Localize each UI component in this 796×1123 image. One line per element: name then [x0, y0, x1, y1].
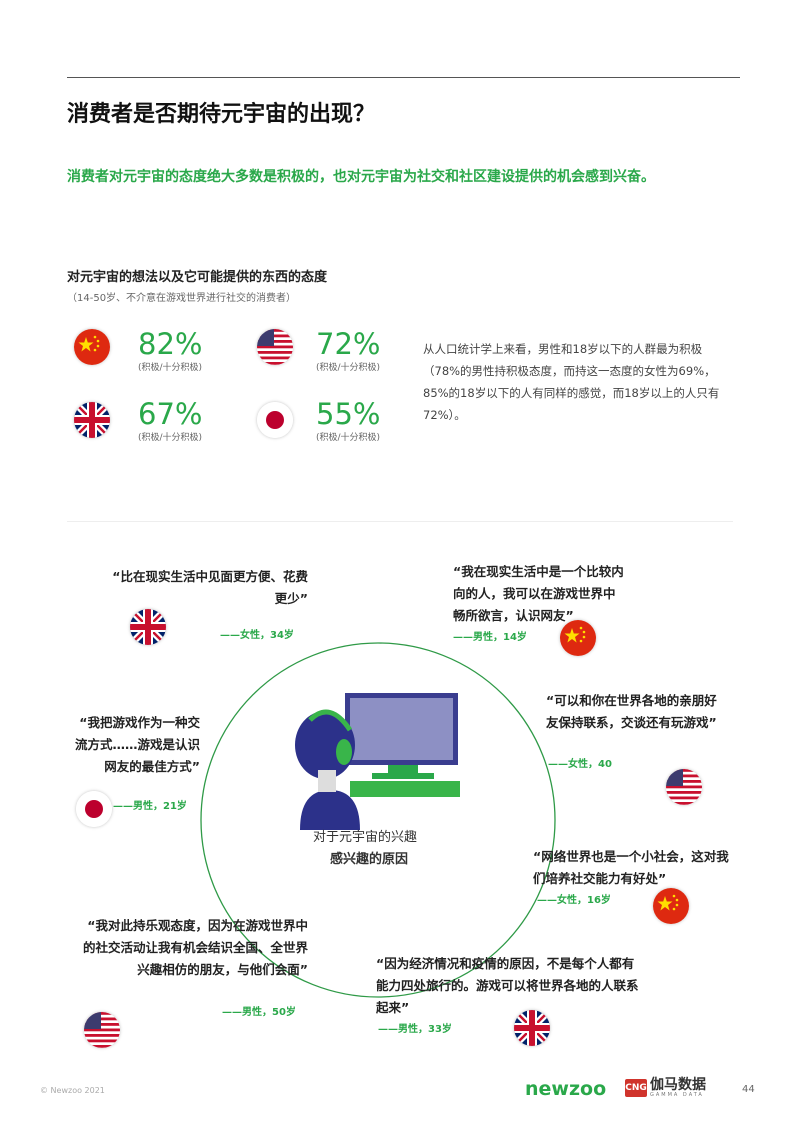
quote-1: “比在现实生活中见面更方便、花费更少”: [112, 569, 308, 606]
stat-label: (积极/十分积极): [316, 433, 381, 443]
quote-7: “因为经济情况和疫情的原因，不是每个人都有能力四处旅行的。游戏可以将世界各地的人…: [376, 956, 639, 1015]
stat-uk: 67% (积极/十分积极): [138, 398, 202, 443]
stat-label: (积极/十分积极): [138, 363, 203, 373]
uk-flag-icon: [130, 609, 166, 645]
stat-label: (积极/十分积极): [316, 363, 381, 373]
usa-flag-icon: [666, 769, 702, 805]
gamer-illustration: [295, 693, 460, 830]
stat-usa: 72% (积极/十分积极): [316, 328, 380, 373]
quote-3-attribution: ——女性，40: [548, 759, 612, 770]
gamma-data-logo: CNG 伽马数据 GAMMA DATA: [625, 1078, 706, 1098]
japan-flag-icon: [76, 791, 112, 827]
stat-value: 67%: [138, 397, 203, 431]
reasons-circle: [200, 642, 556, 998]
copyright: © Newzoo 2021: [40, 1086, 105, 1095]
stat-value: 72%: [316, 327, 381, 361]
china-flag-icon: [560, 620, 596, 656]
quote-5: “网络世界也是一个小社会，这对我们培养社交能力有好处”: [533, 849, 729, 886]
center-label-reasons: 感兴趣的原因: [330, 852, 409, 867]
stat-value: 82%: [138, 327, 203, 361]
quote-7-attribution: ——男性，33岁: [378, 1024, 452, 1035]
gamma-logo-subtext: GAMMA DATA: [650, 1092, 704, 1098]
page-subtitle: 消费者对元宇宙的态度绝大多数是积极的，也对元宇宙为社交和社区建设提供的机会感到兴…: [67, 169, 655, 185]
quote-1-attribution: ——女性，34岁: [220, 630, 294, 641]
stat-china: 82% (积极/十分积极): [138, 328, 202, 373]
china-flag-icon: [653, 888, 689, 924]
page-number: 44: [742, 1084, 755, 1095]
gamma-logo-mark: CNG: [625, 1079, 647, 1097]
stat-label: (积极/十分积极): [138, 433, 203, 443]
china-flag-icon: [74, 329, 110, 365]
center-label-interest: 对于元宇宙的兴趣: [313, 830, 418, 845]
japan-flag-icon: [257, 402, 293, 438]
gamma-logo-text: 伽马数据: [650, 1077, 706, 1093]
top-rule: [67, 77, 740, 78]
page-title: 消费者是否期待元宇宙的出现？: [67, 102, 376, 127]
quote-2: “我在现实生活中是一个比较内向的人，我可以在游戏世界中畅所欲言，认识网友”: [453, 564, 624, 623]
newzoo-logo: newzoo: [525, 1078, 607, 1100]
section-divider: [67, 521, 733, 522]
usa-flag-icon: [84, 1012, 120, 1048]
quote-6: “我对此持乐观态度，因为在游戏世界中的社交活动让我有机会结识全国、全世界兴趣相仿…: [82, 918, 308, 977]
section-heading: 对元宇宙的想法以及它可能提供的东西的态度: [67, 270, 328, 285]
quote-3: “可以和你在世界各地的亲朋好友保持联系，交谈还有玩游戏”: [546, 693, 717, 730]
quote-6-attribution: ——男性，50岁: [222, 1007, 296, 1018]
quote-5-attribution: ——女性，16岁: [537, 895, 611, 906]
demographics-paragraph: 从人口统计学上来看，男性和18岁以下的人群最为积极（78%的男性持积极态度，而持…: [423, 342, 720, 422]
quote-4-attribution: ——男性，21岁: [113, 801, 187, 812]
quote-2-attribution: ——男性，14岁: [453, 632, 527, 643]
stat-value: 55%: [316, 397, 381, 431]
section-subheading: （14-50岁、不介意在游戏世界进行社交的消费者）: [67, 293, 297, 304]
uk-flag-icon: [514, 1010, 550, 1046]
stat-japan: 55% (积极/十分积极): [316, 398, 380, 443]
quote-4: “我把游戏作为一种交流方式……游戏是认识网友的最佳方式”: [74, 715, 200, 774]
